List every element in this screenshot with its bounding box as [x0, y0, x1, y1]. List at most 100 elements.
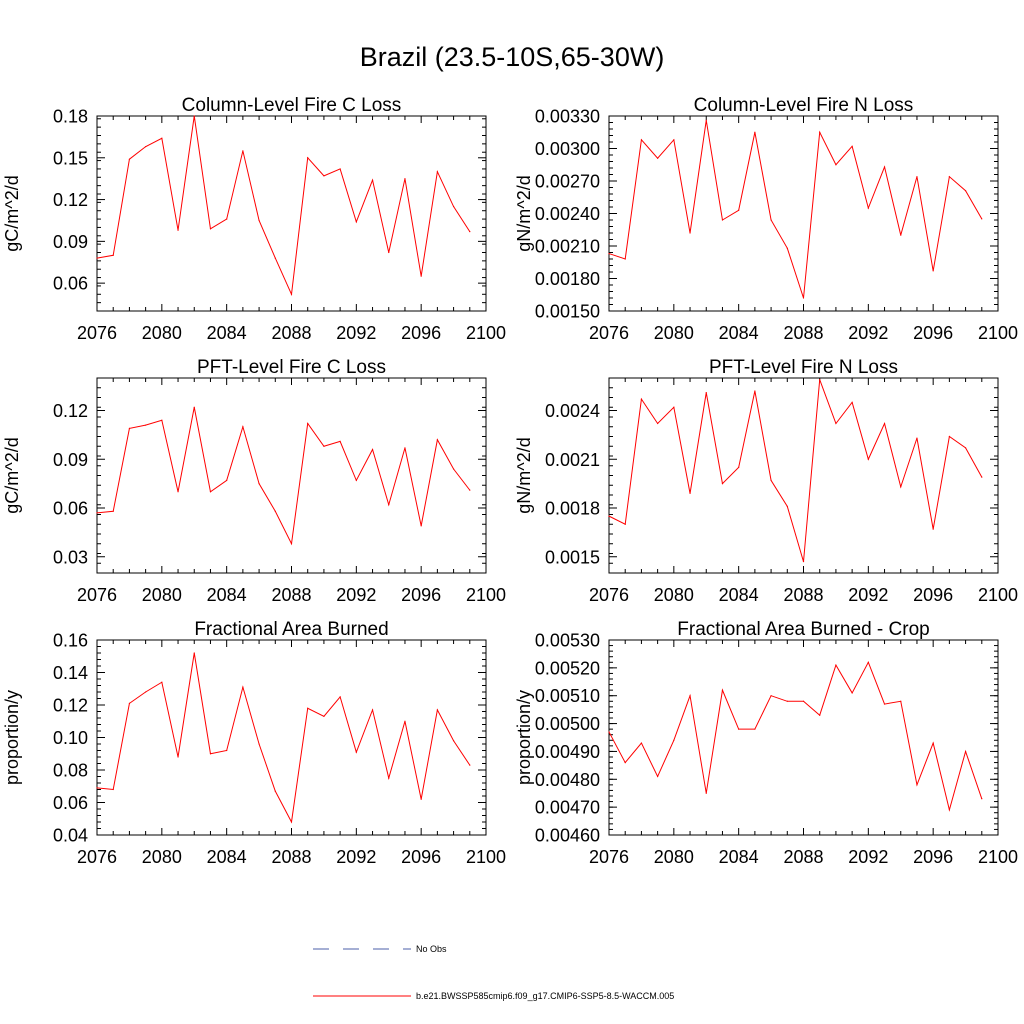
data-point	[964, 447, 967, 449]
y-tick-label: 0.15	[53, 148, 88, 168]
data-point	[96, 257, 98, 259]
data-point	[128, 158, 131, 160]
x-tick-label: 2096	[401, 585, 441, 605]
x-tick-label: 2084	[719, 323, 759, 343]
data-point	[640, 398, 643, 400]
x-tick-label: 2100	[978, 847, 1018, 867]
y-tick-label: 0.0021	[545, 450, 600, 470]
x-tick-label: 2084	[207, 585, 247, 605]
data-point	[867, 207, 869, 209]
data-point	[851, 692, 853, 694]
series-line-1	[608, 661, 983, 812]
data-point	[705, 792, 707, 794]
x-tick-label: 2088	[271, 323, 311, 343]
data-point	[290, 821, 293, 823]
data-point	[161, 681, 163, 683]
panel-1: Column-Level Fire C Loss gC/m^2/d 2076 2080…	[2, 95, 506, 343]
data-point	[452, 468, 455, 470]
data-point	[177, 229, 179, 231]
y-axis-label: gN/m^2/d	[514, 437, 534, 513]
data-point	[721, 483, 724, 485]
data-point	[786, 247, 788, 249]
data-point	[835, 422, 837, 425]
data-point	[128, 427, 131, 429]
data-point	[867, 661, 869, 663]
panel-3: PFT-Level Fire C Loss gC/m^2/d 2076 2080 208…	[2, 357, 506, 605]
panel-title: PFT-Level Fire C Loss	[197, 357, 386, 378]
data-point	[307, 707, 309, 709]
y-tick-label: 0.00240	[535, 204, 600, 224]
y-tick-label: 0.00490	[535, 742, 600, 762]
panel-title: Column-Level Fire N Loss	[694, 95, 914, 116]
plot-frame	[608, 639, 999, 836]
y-tick-label: 0.00500	[535, 714, 600, 734]
series-line-1	[608, 120, 983, 299]
data-point	[802, 700, 805, 702]
data-point	[835, 664, 837, 666]
data-point	[452, 740, 455, 742]
plot-frame	[608, 377, 999, 574]
data-point	[770, 479, 772, 481]
y-tick-label: 0.00330	[535, 107, 600, 127]
data-point	[469, 489, 471, 491]
data-point	[689, 695, 691, 697]
x-tick-label: 2096	[401, 323, 441, 343]
series-line-1	[96, 407, 471, 546]
data-point	[673, 739, 675, 741]
data-point	[948, 809, 950, 811]
panel-4: PFT-Level Fire N Loss gN/m^2/d 2076 2080 208…	[514, 357, 1018, 605]
data-point	[226, 479, 228, 481]
data-point	[404, 447, 406, 449]
data-point	[819, 131, 821, 133]
series-line-1	[96, 115, 471, 297]
data-point	[640, 742, 643, 744]
data-point	[436, 709, 438, 711]
y-tick-label: 0.06	[53, 793, 88, 813]
data-point	[339, 168, 341, 170]
y-tick-label: 0.04	[53, 826, 88, 846]
data-point	[355, 479, 357, 481]
data-point	[851, 401, 853, 403]
y-tick-label: 0.08	[53, 761, 88, 781]
data-point	[193, 406, 195, 408]
data-point	[388, 251, 390, 254]
data-point	[307, 422, 309, 425]
x-tick-label: 2076	[77, 847, 117, 867]
y-tick-label: 0.06	[53, 274, 88, 294]
panel-title: Column-Level Fire C Loss	[182, 95, 402, 116]
data-point	[867, 458, 869, 460]
data-point	[608, 731, 610, 733]
x-tick-label: 2092	[848, 585, 888, 605]
data-point	[436, 439, 438, 441]
series-line-1	[608, 379, 983, 562]
data-point	[290, 543, 293, 545]
data-point	[916, 437, 918, 439]
data-point	[258, 743, 260, 745]
data-point	[226, 749, 228, 752]
data-point	[916, 176, 918, 178]
plot-frame	[608, 115, 999, 312]
x-tick-label: 2088	[783, 847, 823, 867]
data-point	[981, 798, 983, 800]
data-point	[128, 702, 131, 704]
data-point	[624, 523, 626, 525]
data-point	[371, 179, 374, 181]
panel-6: Fractional Area Burned - Crop proportion/…	[514, 619, 1018, 867]
x-tick-label: 2080	[654, 847, 694, 867]
y-axis-label: proportion/y	[514, 690, 534, 785]
y-axis-label: gC/m^2/d	[2, 437, 22, 513]
y-tick-label: 0.00520	[535, 658, 600, 678]
data-point	[964, 750, 967, 753]
x-tick-label: 2088	[783, 323, 823, 343]
x-tick-label: 2092	[848, 847, 888, 867]
x-tick-label: 2100	[466, 585, 506, 605]
data-point	[948, 435, 950, 438]
series-line-1	[96, 652, 471, 824]
data-point	[290, 293, 293, 295]
y-tick-label: 0.00270	[535, 172, 600, 192]
data-point	[819, 379, 821, 381]
x-tick-label: 2084	[719, 847, 759, 867]
plot-frame	[96, 115, 487, 312]
data-point	[371, 709, 374, 711]
data-point	[932, 528, 934, 530]
